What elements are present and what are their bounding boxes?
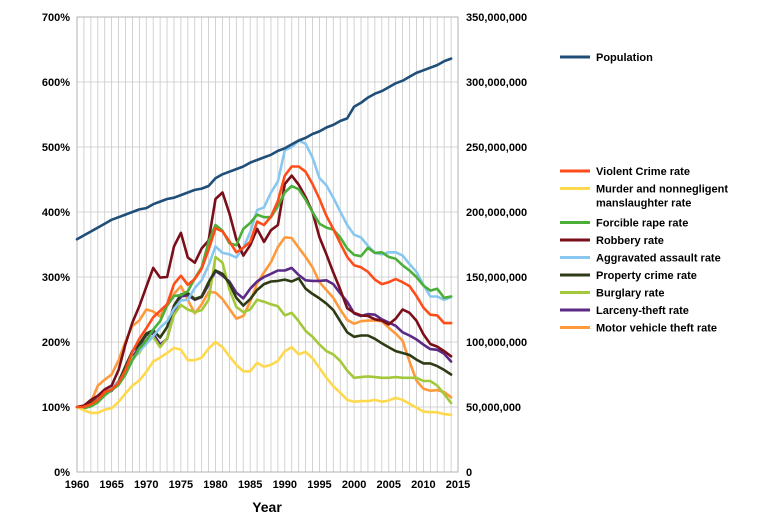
x-tick-label: 1990	[273, 479, 297, 491]
legend-entry: Robbery rate	[596, 235, 664, 247]
x-tick-label: 1975	[169, 479, 193, 491]
series-line-motor-vehicle-theft-rate	[75, 236, 453, 409]
series-line-forcible-rape-rate	[75, 184, 453, 410]
series-lines	[75, 57, 453, 417]
x-tick-label: 1960	[65, 479, 89, 491]
right-y-tick-label: 300,000,000	[466, 77, 527, 89]
legend-entry: Murder and nonnegligent manslaughter rate	[596, 184, 728, 210]
legend-entry: Forcible rape rate	[596, 218, 688, 230]
x-axis-title: Year	[252, 499, 282, 515]
legend-entry: Population	[596, 52, 653, 64]
series-line-property-crime-rate	[75, 269, 453, 409]
series-line-robbery-rate	[75, 174, 453, 409]
x-tick-label: 1995	[307, 479, 331, 491]
left-y-tick-label: 0%	[54, 467, 70, 479]
left-y-tick-label: 700%	[42, 12, 70, 24]
x-tick-label: 2015	[446, 479, 470, 491]
left-y-tick-label: 200%	[42, 337, 70, 349]
x-tick-label: 2005	[376, 479, 400, 491]
right-y-tick-label: 200,000,000	[466, 207, 527, 219]
legend-entry: Burglary rate	[596, 288, 664, 300]
series-line-aggravated-assault-rate	[75, 139, 453, 409]
axes	[76, 16, 459, 473]
legend-entry: Property crime rate	[596, 270, 697, 282]
right-y-tick-label: 150,000,000	[466, 272, 527, 284]
x-tick-label: 2000	[342, 479, 366, 491]
grid-lines	[76, 16, 459, 473]
legend-entry: Motor vehicle theft rate	[596, 323, 717, 335]
legend-entry: Larceny-theft rate	[596, 305, 689, 317]
x-tick-label: 2010	[411, 479, 435, 491]
legend: Population Violent Crime rate Murder and n…	[560, 52, 728, 335]
legend-entry: Violent Crime rate	[596, 166, 690, 178]
legend-entry: Aggravated assault rate	[596, 253, 721, 265]
x-tick-label: 1985	[238, 479, 262, 491]
x-tick-label: 1980	[203, 479, 227, 491]
series-line-murder-and-nonnegligent-manslaughter-rate	[75, 340, 453, 417]
right-y-tick-label: 350,000,000	[466, 12, 527, 24]
series-line-population	[75, 57, 453, 241]
left-y-tick-label: 300%	[42, 272, 70, 284]
x-tick-label: 1965	[99, 479, 123, 491]
left-y-tick-label: 500%	[42, 142, 70, 154]
right-y-tick-label: 50,000,000	[466, 402, 521, 414]
left-y-tick-label: 400%	[42, 207, 70, 219]
right-y-tick-label: 250,000,000	[466, 142, 527, 154]
x-tick-labels: 1960 1965 1970 1975 1980 1985 1990 1995 2000 2005…	[65, 479, 470, 491]
series-line-violent-crime-rate	[75, 165, 453, 409]
left-y-tick-label: 100%	[42, 402, 70, 414]
x-tick-label: 1970	[134, 479, 158, 491]
right-y-tick-label: 100,000,000	[466, 337, 527, 349]
left-y-tick-labels: 0% 100% 200% 300% 400% 500% 600% 700%	[42, 12, 70, 479]
right-y-tick-labels: 0 50,000,000 100,000,000 150,000,000 200,000…	[466, 12, 527, 479]
right-y-tick-label: 0	[466, 467, 472, 479]
left-y-tick-label: 600%	[42, 77, 70, 89]
plot-area-border	[76, 16, 459, 473]
